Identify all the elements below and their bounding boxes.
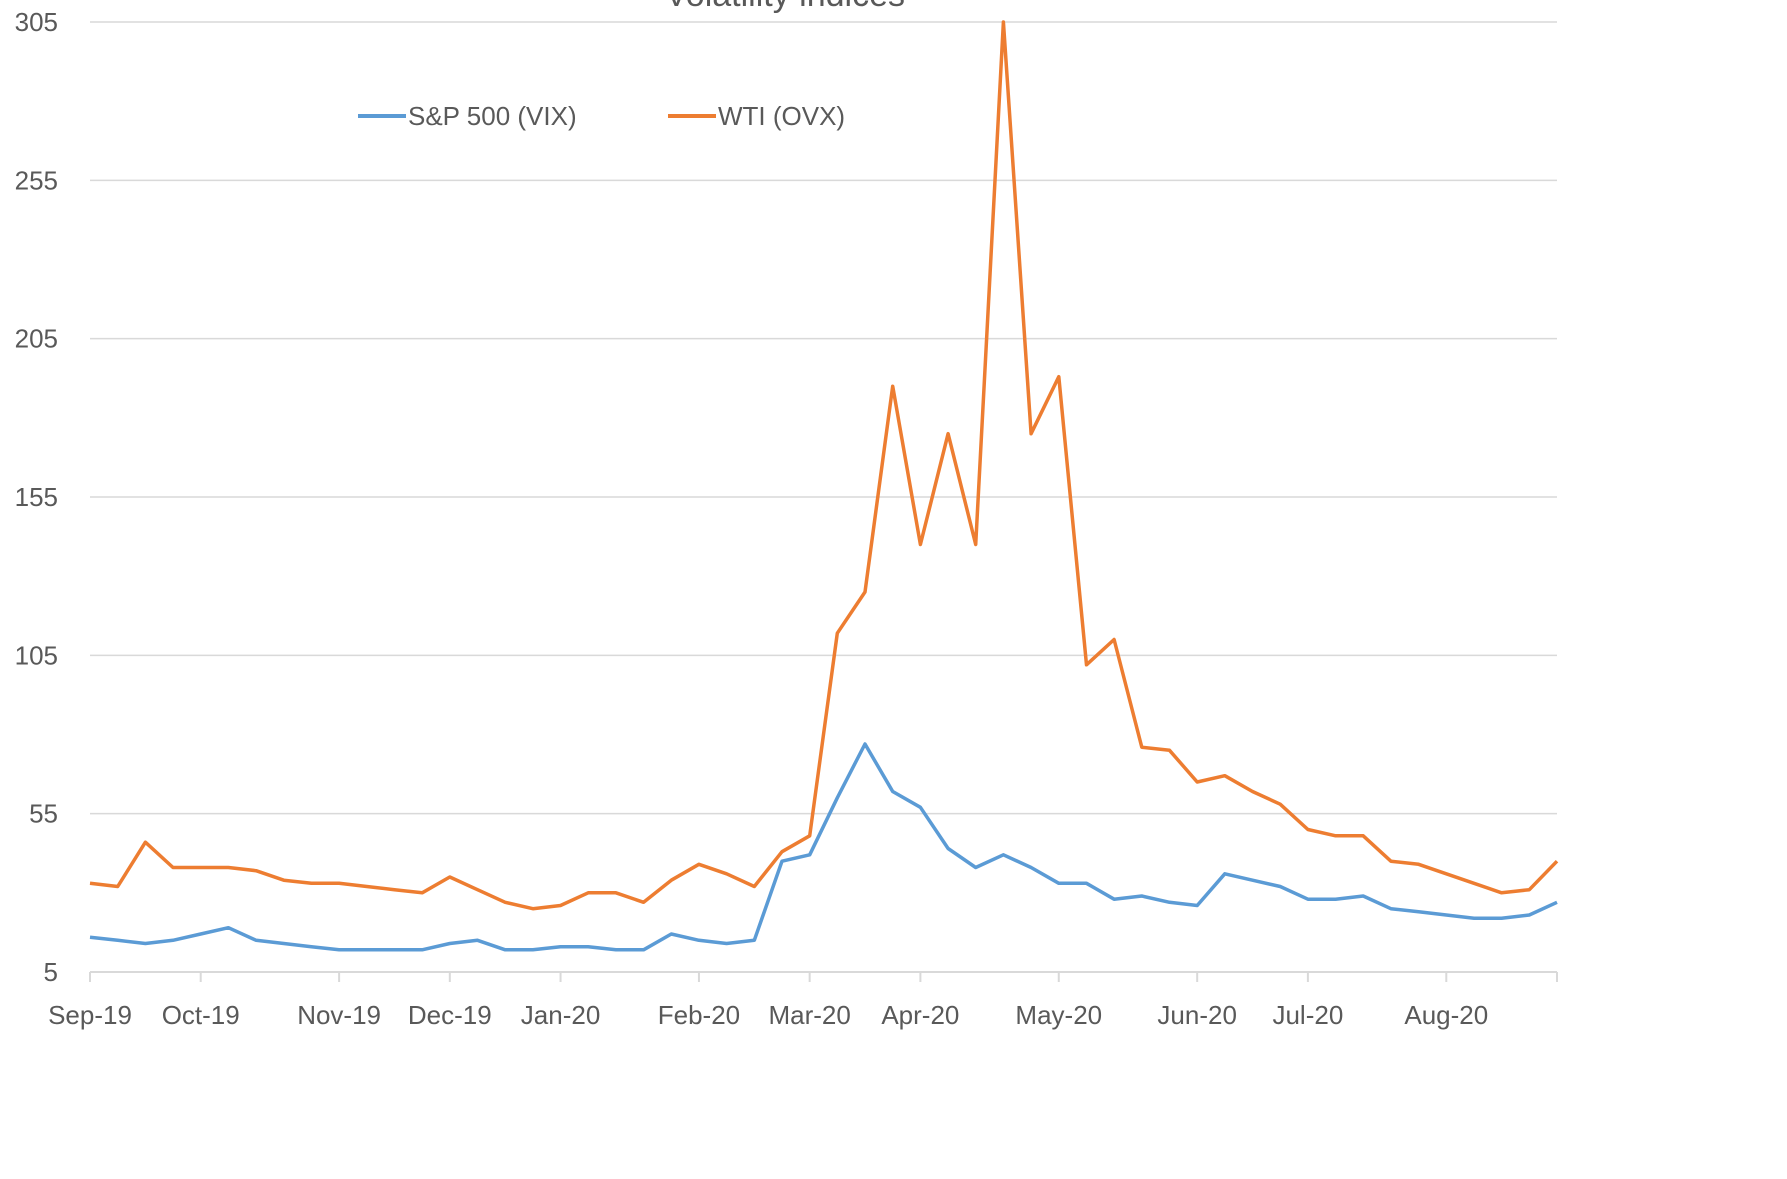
- series-line: [89, 742, 1558, 952]
- x-tick-label: Feb-20: [658, 1000, 740, 1030]
- x-tick-label: Jul-20: [1272, 1000, 1343, 1030]
- x-tick-label: Apr-20: [881, 1000, 959, 1030]
- x-tick-label: May-20: [1015, 1000, 1102, 1030]
- y-tick-label: 205: [15, 324, 58, 354]
- y-tick-label: 305: [15, 7, 58, 37]
- x-tick-label: Sep-19: [48, 1000, 132, 1030]
- x-tick-label: Nov-19: [297, 1000, 381, 1030]
- chart-title: Volatility indices: [665, 0, 905, 14]
- y-tick-label: 255: [15, 165, 58, 195]
- x-tick-label: Dec-19: [408, 1000, 492, 1030]
- series-line: [89, 20, 1559, 911]
- legend-label: S&P 500 (VIX): [408, 101, 577, 131]
- x-tick-label: Aug-20: [1404, 1000, 1488, 1030]
- legend-label: WTI (OVX): [718, 101, 845, 131]
- y-tick-label: 55: [29, 799, 58, 829]
- x-tick-label: Oct-19: [162, 1000, 240, 1030]
- x-tick-label: Jan-20: [521, 1000, 601, 1030]
- y-tick-label: 105: [15, 640, 58, 670]
- x-tick-label: Jun-20: [1157, 1000, 1237, 1030]
- y-tick-label: 155: [15, 482, 58, 512]
- x-tick-label: Mar-20: [768, 1000, 850, 1030]
- y-tick-label: 5: [44, 957, 58, 987]
